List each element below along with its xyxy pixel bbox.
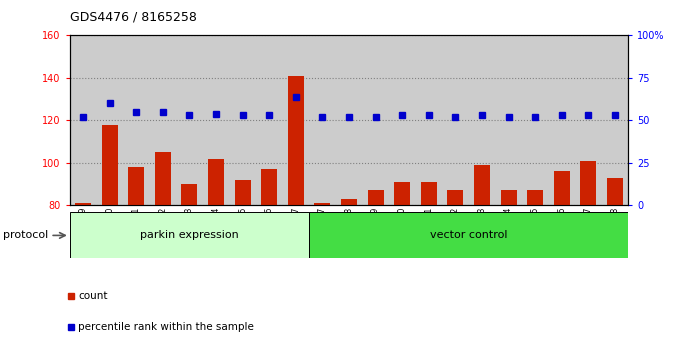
Bar bbox=[149, 35, 176, 205]
Bar bbox=[500, 190, 517, 354]
Bar bbox=[415, 35, 442, 205]
Bar bbox=[309, 35, 336, 205]
Bar bbox=[314, 203, 330, 354]
Bar bbox=[527, 190, 543, 354]
Bar bbox=[575, 35, 602, 205]
Text: percentile rank within the sample: percentile rank within the sample bbox=[78, 322, 254, 332]
Bar bbox=[362, 35, 389, 205]
Bar bbox=[181, 184, 198, 354]
Bar bbox=[389, 35, 415, 205]
Bar bbox=[283, 35, 309, 205]
Bar bbox=[442, 35, 468, 205]
Bar bbox=[70, 212, 309, 258]
Bar bbox=[474, 165, 490, 354]
Bar bbox=[549, 35, 575, 205]
Bar bbox=[554, 171, 570, 354]
Bar bbox=[368, 190, 384, 354]
Bar bbox=[496, 35, 522, 205]
Bar bbox=[288, 76, 304, 354]
Bar bbox=[394, 182, 410, 354]
Text: GDS4476 / 8165258: GDS4476 / 8165258 bbox=[70, 11, 197, 24]
Bar bbox=[468, 35, 496, 205]
Bar bbox=[70, 35, 96, 205]
Bar bbox=[128, 167, 144, 354]
Bar bbox=[96, 35, 123, 205]
Bar bbox=[336, 35, 362, 205]
Bar bbox=[235, 180, 251, 354]
Text: count: count bbox=[78, 291, 107, 301]
Bar bbox=[447, 190, 463, 354]
Bar bbox=[421, 182, 437, 354]
Bar bbox=[75, 203, 91, 354]
Text: vector control: vector control bbox=[430, 230, 507, 240]
Bar bbox=[309, 212, 628, 258]
Text: protocol: protocol bbox=[3, 230, 49, 240]
Bar bbox=[208, 159, 224, 354]
Bar bbox=[123, 35, 149, 205]
Bar bbox=[261, 169, 277, 354]
Bar bbox=[522, 35, 549, 205]
Bar bbox=[102, 125, 118, 354]
Bar bbox=[155, 152, 171, 354]
Bar bbox=[580, 161, 596, 354]
Bar bbox=[230, 35, 256, 205]
Text: parkin expression: parkin expression bbox=[140, 230, 239, 240]
Bar bbox=[341, 199, 357, 354]
Bar bbox=[256, 35, 283, 205]
Bar bbox=[602, 35, 628, 205]
Bar bbox=[607, 178, 623, 354]
Bar bbox=[202, 35, 230, 205]
Bar bbox=[176, 35, 202, 205]
